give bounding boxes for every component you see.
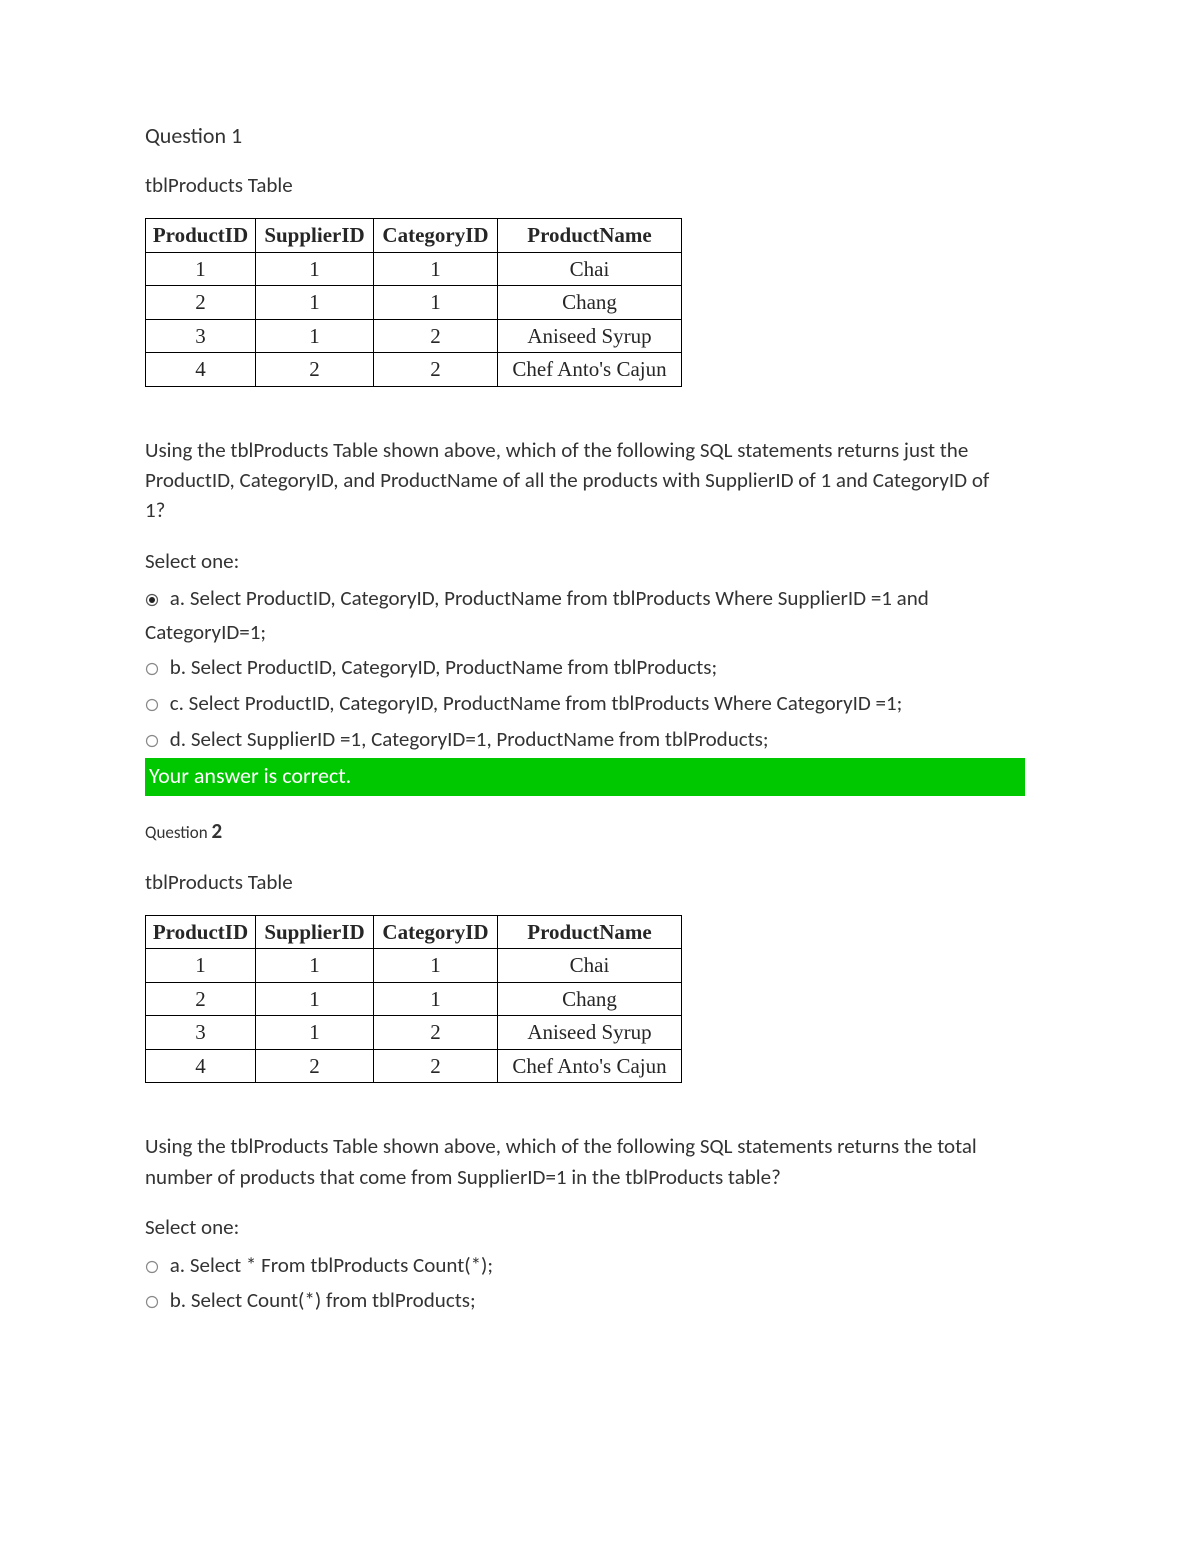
- col-header: SupplierID: [256, 219, 374, 252]
- cell: 1: [146, 252, 256, 285]
- option-text: b. Select ProductID, CategoryID, Product…: [170, 654, 717, 680]
- table-row: 4 2 2 Chef Anto's Cajun: [146, 1049, 682, 1082]
- question-2-heading: Question 2: [145, 816, 1055, 846]
- col-header: SupplierID: [256, 916, 374, 949]
- question-1-heading: Question 1: [145, 120, 1055, 152]
- q1-option-d[interactable]: d. Select SupplierID =1, CategoryID=1, P…: [145, 723, 1000, 757]
- cell: 3: [146, 319, 256, 352]
- cell: 2: [256, 353, 374, 386]
- radio-unselected-icon[interactable]: [145, 1251, 159, 1285]
- question-1-block: Question 1 tblProducts Table ProductID S…: [145, 120, 1055, 796]
- q2-table-label: tblProducts Table: [145, 867, 1055, 897]
- q1-data-table: ProductID SupplierID CategoryID ProductN…: [145, 218, 682, 386]
- cell: 1: [256, 252, 374, 285]
- radio-selected-icon[interactable]: [145, 584, 159, 618]
- col-header: CategoryID: [374, 219, 498, 252]
- option-text: a. Select * From tblProducts Count(*);: [170, 1252, 493, 1278]
- table-header-row: ProductID SupplierID CategoryID ProductN…: [146, 916, 682, 949]
- table-row: 1 1 1 Chai: [146, 949, 682, 982]
- q2-data-table: ProductID SupplierID CategoryID ProductN…: [145, 915, 682, 1083]
- col-header: ProductName: [498, 916, 682, 949]
- q2-heading-num: 2: [212, 818, 223, 844]
- option-text: d. Select SupplierID =1, CategoryID=1, P…: [170, 726, 769, 752]
- table-row: 1 1 1 Chai: [146, 252, 682, 285]
- col-header: ProductID: [146, 219, 256, 252]
- cell: Chef Anto's Cajun: [498, 1049, 682, 1082]
- cell: Aniseed Syrup: [498, 319, 682, 352]
- cell: 2: [374, 319, 498, 352]
- cell: 1: [374, 949, 498, 982]
- question-2-block: Question 2 tblProducts Table ProductID S…: [145, 816, 1055, 1318]
- table-header-row: ProductID SupplierID CategoryID ProductN…: [146, 219, 682, 252]
- table-row: 3 1 2 Aniseed Syrup: [146, 1016, 682, 1049]
- cell: 2: [374, 1016, 498, 1049]
- cell: 1: [256, 949, 374, 982]
- cell: 1: [256, 286, 374, 319]
- q2-option-b[interactable]: b. Select Count(*) from tblProducts;: [145, 1284, 1000, 1318]
- cell: 3: [146, 1016, 256, 1049]
- col-header: ProductID: [146, 916, 256, 949]
- cell: 2: [256, 1049, 374, 1082]
- table-row: 2 1 1 Chang: [146, 982, 682, 1015]
- option-text: a. Select ProductID, CategoryID, Product…: [145, 585, 929, 645]
- cell: 2: [374, 1049, 498, 1082]
- q1-options: a. Select ProductID, CategoryID, Product…: [145, 582, 1055, 756]
- cell: Chai: [498, 252, 682, 285]
- q2-heading-prefix: Question: [145, 822, 212, 843]
- cell: 4: [146, 1049, 256, 1082]
- q1-table-label: tblProducts Table: [145, 170, 1055, 200]
- cell: Chang: [498, 982, 682, 1015]
- cell: 2: [374, 353, 498, 386]
- cell: 1: [256, 1016, 374, 1049]
- cell: 2: [146, 982, 256, 1015]
- cell: 1: [146, 949, 256, 982]
- cell: 1: [374, 286, 498, 319]
- table-row: 4 2 2 Chef Anto's Cajun: [146, 353, 682, 386]
- q1-option-c[interactable]: c. Select ProductID, CategoryID, Product…: [145, 687, 1000, 721]
- cell: Chang: [498, 286, 682, 319]
- q2-select-one: Select one:: [145, 1212, 1055, 1242]
- q1-select-one: Select one:: [145, 546, 1055, 576]
- option-text: b. Select Count(*) from tblProducts;: [170, 1287, 476, 1313]
- radio-unselected-icon[interactable]: [145, 653, 159, 687]
- cell: 2: [146, 286, 256, 319]
- table-row: 2 1 1 Chang: [146, 286, 682, 319]
- col-header: ProductName: [498, 219, 682, 252]
- cell: Chai: [498, 949, 682, 982]
- q1-question-text: Using the tblProducts Table shown above,…: [145, 435, 1000, 526]
- table-row: 3 1 2 Aniseed Syrup: [146, 319, 682, 352]
- cell: 1: [256, 982, 374, 1015]
- col-header: CategoryID: [374, 916, 498, 949]
- radio-unselected-icon[interactable]: [145, 1286, 159, 1320]
- cell: Chef Anto's Cajun: [498, 353, 682, 386]
- cell: 1: [256, 319, 374, 352]
- q1-option-b[interactable]: b. Select ProductID, CategoryID, Product…: [145, 651, 1000, 685]
- q1-feedback-correct: Your answer is correct.: [145, 758, 1025, 796]
- cell: 1: [374, 982, 498, 1015]
- option-text: c. Select ProductID, CategoryID, Product…: [170, 690, 903, 716]
- q2-options: a. Select * From tblProducts Count(*); b…: [145, 1249, 1055, 1318]
- q1-option-a[interactable]: a. Select ProductID, CategoryID, Product…: [145, 582, 1000, 649]
- cell: 4: [146, 353, 256, 386]
- cell: 1: [374, 252, 498, 285]
- q2-question-text: Using the tblProducts Table shown above,…: [145, 1131, 1000, 1192]
- radio-unselected-icon[interactable]: [145, 689, 159, 723]
- radio-unselected-icon[interactable]: [145, 725, 159, 759]
- cell: Aniseed Syrup: [498, 1016, 682, 1049]
- q2-option-a[interactable]: a. Select * From tblProducts Count(*);: [145, 1249, 1000, 1283]
